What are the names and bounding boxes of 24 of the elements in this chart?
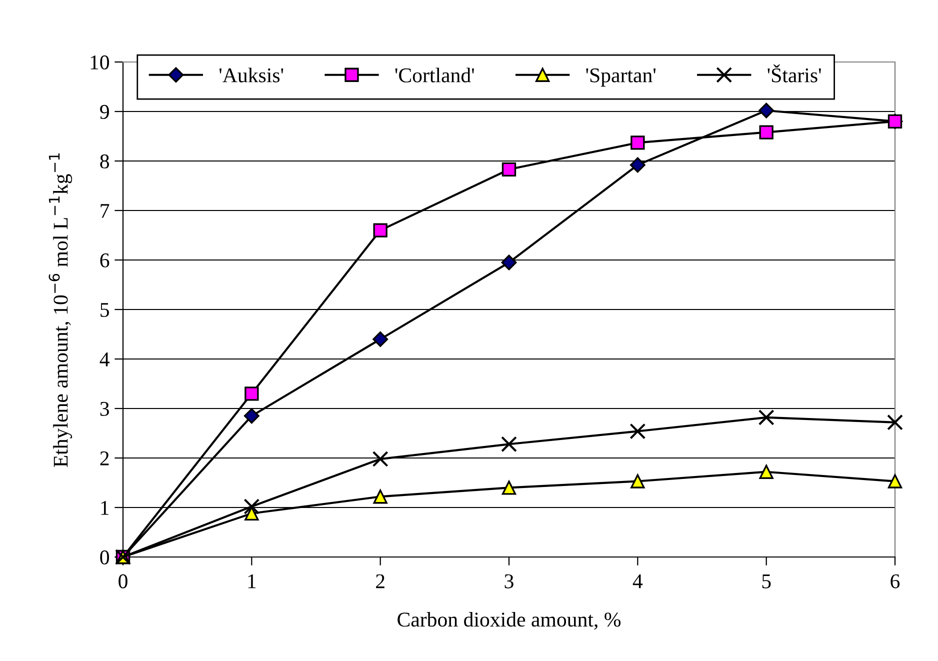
x-tick-label: 2 <box>376 574 384 588</box>
y-tick-label: 5 <box>100 303 109 317</box>
y-tick-label: 9 <box>100 104 109 119</box>
x-tick-label: 6 <box>890 574 900 588</box>
x-tick-label: 4 <box>632 574 643 588</box>
legend-label: 'Štaris' <box>768 64 821 82</box>
y-tick-label: 4 <box>100 352 110 366</box>
y-tick-label: 0 <box>100 550 110 564</box>
legend-label: 'Spartan' <box>586 68 656 87</box>
y-tick-label: 6 <box>100 253 110 268</box>
y-tick-label: 2 <box>100 451 109 466</box>
legend-label: 'Cortland' <box>395 68 474 82</box>
legend-label: 'Auksis' <box>220 68 284 82</box>
y-tick-label: 1 <box>101 500 109 515</box>
x-axis-title: Carbon dioxide amount, % <box>398 612 621 630</box>
y-tick-label: 3 <box>100 402 109 416</box>
y-tick-label: 10 <box>90 55 110 70</box>
x-tick-label: 1 <box>248 574 256 588</box>
y-axis-title: Ethylene amount, 10$^{−6}$ mol L$^{−1}$kg$^{−1}$ <box>48 153 72 468</box>
x-tick-label: 3 <box>504 574 514 588</box>
y-tick-label: 7 <box>100 204 110 218</box>
x-tick-label: 0 <box>118 574 128 588</box>
x-tick-label: 5 <box>762 574 771 588</box>
y-tick-label: 8 <box>100 154 110 168</box>
